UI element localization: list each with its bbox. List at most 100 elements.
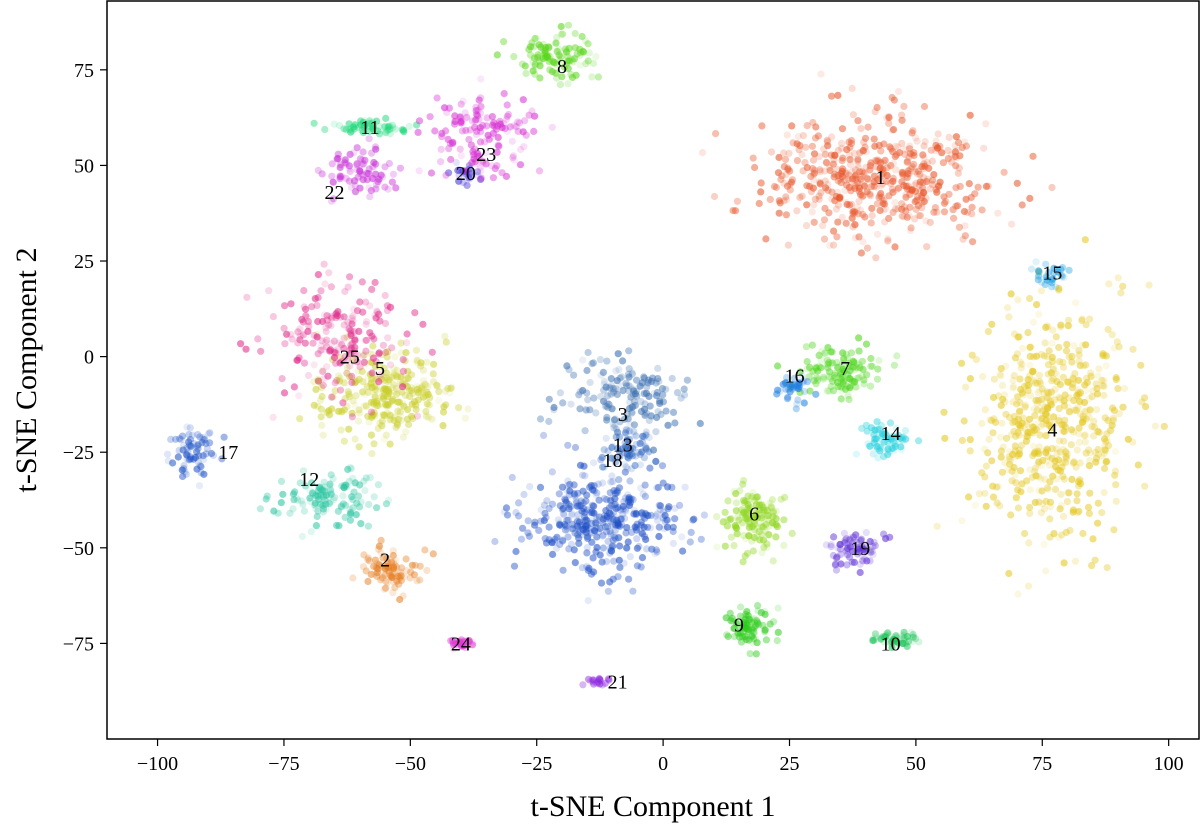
scatter-point-cluster-4	[1013, 400, 1021, 408]
scatter-point-cluster-1	[891, 205, 900, 213]
scatter-point-cluster-1	[872, 254, 880, 262]
scatter-point-cluster-3	[601, 402, 610, 410]
scatter-point-cluster-3	[600, 397, 608, 405]
x-tick-label: 100	[1154, 753, 1184, 775]
scatter-point-cluster-4	[1042, 447, 1050, 455]
scatter-point-cluster-4	[1113, 338, 1121, 346]
scatter-point-cluster-25	[360, 358, 368, 366]
scatter-point-cluster-4	[1100, 464, 1109, 473]
scatter-point-cluster-4	[987, 417, 996, 425]
scatter-point-cluster-4	[991, 418, 1000, 426]
scatter-point-cluster-4	[1029, 452, 1037, 460]
scatter-point-cluster-4	[1016, 398, 1024, 406]
scatter-point-cluster-1	[885, 114, 893, 122]
scatter-point-cluster-4	[1046, 515, 1054, 523]
cluster-label-22: 22	[325, 182, 345, 204]
scatter-point-cluster-4	[1070, 428, 1078, 436]
scatter-point-cluster-2	[377, 548, 385, 557]
scatter-point-cluster-3	[619, 387, 627, 395]
scatter-point-cluster-25	[254, 335, 262, 343]
scatter-point-cluster-4	[958, 517, 966, 525]
scatter-point-cluster-1	[994, 209, 1002, 217]
scatter-point-cluster-2	[359, 563, 367, 571]
scatter-point-cluster-3	[662, 407, 670, 415]
scatter-point-cluster-1	[817, 189, 825, 197]
scatter-point-cluster-4	[1066, 526, 1074, 535]
cluster-label-21: 21	[608, 672, 628, 694]
scatter-point-cluster-12	[370, 493, 378, 501]
scatter-point-cluster-1	[831, 197, 839, 205]
scatter-point-cluster-1	[896, 149, 904, 157]
scatter-point-cluster-4	[1067, 426, 1075, 434]
scatter-point-cluster-1	[908, 186, 916, 194]
scatter-point-cluster-5	[326, 411, 334, 419]
scatter-point-cluster-4	[988, 320, 996, 328]
scatter-point-cluster-4	[1074, 389, 1082, 397]
scatter-point-cluster-4	[962, 383, 970, 391]
scatter-point-cluster-1	[961, 232, 970, 240]
scatter-point-cluster-1	[810, 166, 819, 174]
scatter-point-cluster-23	[516, 161, 525, 169]
scatter-point-cluster-1	[823, 159, 831, 167]
scatter-point-cluster-4	[1049, 326, 1057, 334]
scatter-point-cluster-4	[1025, 415, 1034, 423]
scatter-point-cluster-1	[1029, 152, 1037, 160]
scatter-point-cluster-7	[860, 380, 868, 388]
scatter-point-cluster-18	[512, 547, 520, 556]
scatter-point-cluster-25	[359, 308, 367, 316]
x-tick-label: 75	[1032, 753, 1052, 775]
scatter-point-cluster-1	[845, 138, 853, 146]
scatter-point-cluster-19	[832, 566, 841, 574]
scatter-point-cluster-9	[761, 607, 769, 616]
scatter-point-cluster-1	[866, 166, 874, 174]
scatter-point-cluster-4	[1016, 407, 1024, 415]
scatter-point-cluster-1	[822, 184, 830, 192]
scatter-point-cluster-1	[877, 159, 885, 167]
scatter-point-cluster-1	[984, 182, 992, 190]
scatter-point-cluster-14	[852, 450, 861, 458]
scatter-point-cluster-4	[1151, 422, 1159, 430]
scatter-point-cluster-3	[615, 366, 623, 374]
scatter-point-cluster-1	[815, 195, 823, 203]
scatter-point-cluster-4	[1124, 435, 1132, 443]
scatter-point-cluster-1	[879, 180, 887, 188]
scatter-point-cluster-19	[843, 561, 851, 569]
scatter-point-cluster-5	[430, 360, 438, 368]
scatter-point-cluster-1	[822, 158, 831, 166]
scatter-point-cluster-3	[654, 364, 662, 372]
scatter-point-cluster-4	[1010, 427, 1018, 435]
scatter-point-cluster-12	[374, 481, 382, 489]
scatter-point-cluster-3	[658, 385, 667, 393]
scatter-point-cluster-5	[422, 407, 430, 415]
scatter-point-cluster-2	[389, 551, 397, 560]
scatter-point-cluster-2	[378, 574, 386, 582]
scatter-point-cluster-3	[597, 392, 605, 401]
scatter-point-cluster-3	[671, 419, 679, 427]
scatter-point-cluster-2	[406, 574, 414, 582]
scatter-point-cluster-6	[758, 523, 766, 531]
scatter-point-cluster-4	[1076, 389, 1085, 397]
scatter-point-cluster-1	[889, 188, 897, 196]
scatter-point-cluster-4	[1054, 414, 1062, 422]
scatter-point-cluster-3	[603, 357, 611, 365]
scatter-point-cluster-8	[493, 51, 501, 59]
scatter-point-cluster-1	[929, 181, 937, 189]
scatter-point-cluster-25	[348, 378, 356, 387]
scatter-point-cluster-18	[526, 483, 534, 491]
scatter-point-cluster-4	[1108, 404, 1117, 412]
scatter-point-cluster-12	[313, 512, 321, 521]
scatter-point-cluster-5	[433, 381, 441, 389]
scatter-point-cluster-4	[1065, 489, 1073, 497]
scatter-point-cluster-3	[603, 392, 612, 400]
scatter-point-cluster-23	[476, 109, 484, 117]
scatter-point-cluster-22	[353, 161, 361, 169]
scatter-point-cluster-1	[892, 166, 900, 174]
scatter-point-cluster-1	[859, 210, 867, 218]
scatter-point-cluster-1	[827, 151, 836, 159]
scatter-point-cluster-4	[1142, 403, 1150, 411]
scatter-point-cluster-18	[571, 559, 579, 567]
scatter-point-cluster-4	[1026, 486, 1034, 494]
scatter-point-cluster-1	[860, 169, 868, 178]
scatter-point-cluster-5	[429, 370, 437, 378]
scatter-point-cluster-4	[1043, 353, 1051, 361]
